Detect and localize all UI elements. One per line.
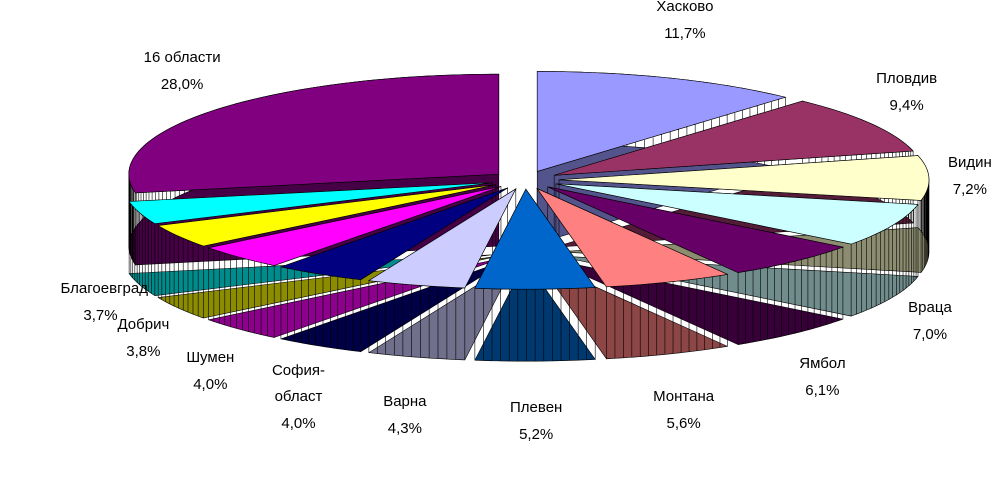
slice-label: Плевен 5,2% xyxy=(481,395,591,449)
slice-label: Ямбол 6,1% xyxy=(767,351,877,405)
category-label: Монтана xyxy=(653,387,715,405)
category-label: Благоевград xyxy=(60,280,148,297)
slice-label: Добрич 3,8% xyxy=(88,312,198,366)
slice xyxy=(474,188,596,290)
slice-label: Враца 7,0% xyxy=(875,295,985,349)
value-label: 4,0% xyxy=(281,415,316,433)
category-label: София-област xyxy=(271,362,325,406)
value-label: 11,7% xyxy=(664,25,706,43)
slice-label: София-област 4,0% xyxy=(243,358,353,438)
slice-label: Хасково 11,7% xyxy=(630,0,740,48)
value-label: 7,2% xyxy=(952,180,987,198)
category-label: Плевен xyxy=(510,398,563,416)
category-label: Видин xyxy=(948,153,992,171)
category-label: Добрич xyxy=(117,316,170,334)
slice xyxy=(558,155,930,201)
slice-side xyxy=(547,186,844,346)
value-label: 3,7% xyxy=(83,307,118,324)
slice xyxy=(536,71,787,172)
value-label: 9,4% xyxy=(889,96,924,114)
category-label: Ямбол xyxy=(799,355,846,373)
category-label: Хасково xyxy=(656,0,714,16)
value-label: 5,6% xyxy=(666,414,701,432)
slice-label: Монтана 5,6% xyxy=(629,384,739,438)
value-label: 7,0% xyxy=(912,326,948,344)
category-label: Пловдив xyxy=(876,69,938,87)
slice xyxy=(128,182,493,224)
category-label: Враца xyxy=(908,299,952,317)
slice-label: 16 области 28,0% xyxy=(127,45,237,99)
value-label: 4,0% xyxy=(193,376,228,394)
slice xyxy=(554,100,914,176)
slice xyxy=(279,187,508,280)
slice xyxy=(367,188,517,289)
slice xyxy=(157,184,496,247)
value-label: 28,0% xyxy=(160,75,204,93)
slice-label: Шумен 4,0% xyxy=(155,345,265,399)
slice xyxy=(547,186,845,273)
value-label: 6,1% xyxy=(805,382,840,400)
category-label: 16 области xyxy=(143,48,221,66)
slice xyxy=(555,183,919,245)
value-label: 5,2% xyxy=(519,425,554,443)
slice xyxy=(128,73,500,194)
slice-label: Пловдив 9,4% xyxy=(852,66,962,120)
slice-label: Варна 4,3% xyxy=(350,389,460,443)
slice xyxy=(536,187,729,288)
category-label: Шумен xyxy=(186,349,235,367)
slice-label: Видин 7,2% xyxy=(915,150,1004,204)
slice xyxy=(207,186,502,266)
value-label: 4,3% xyxy=(387,419,422,437)
category-label: Варна xyxy=(383,392,427,410)
value-label: 3,8% xyxy=(126,343,161,361)
slice-label: Благоевград 3,7% xyxy=(46,276,156,330)
